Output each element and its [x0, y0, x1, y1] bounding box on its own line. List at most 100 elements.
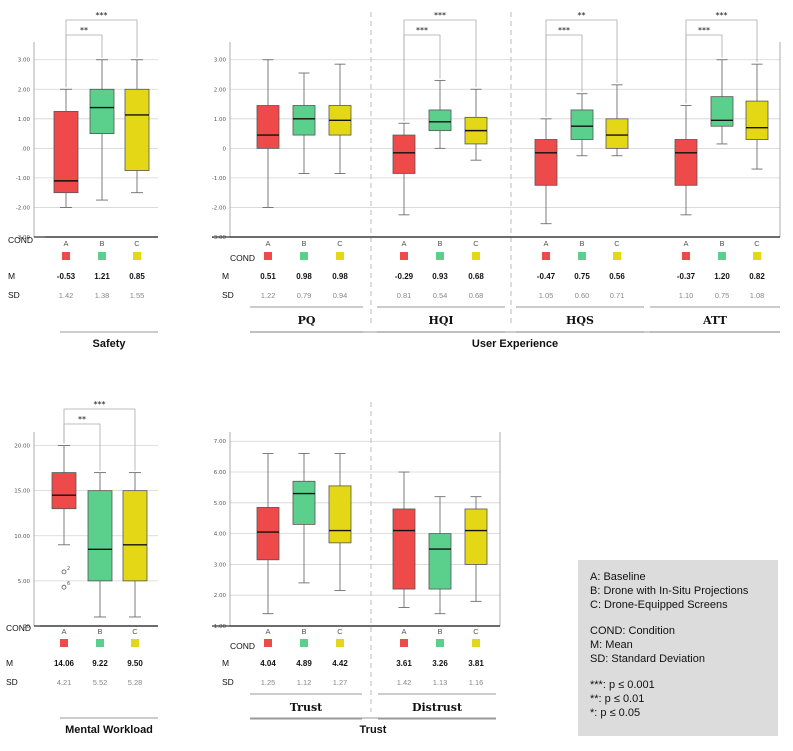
ux-cond-letter: A	[265, 239, 270, 248]
ux-cond-swatch-a	[264, 252, 272, 260]
mw-sig-label: ***	[94, 400, 106, 409]
legend-condition-a: A: Baseline	[590, 571, 646, 583]
safety-ytick-label: -3.00	[16, 235, 31, 241]
trust-cond-swatch-a	[264, 639, 272, 647]
trust-cond-swatch-c	[336, 639, 344, 647]
safety-row-label-sd: SD	[8, 290, 20, 300]
ux-sd-value: 0.94	[333, 291, 348, 300]
ux-cond-letter: B	[579, 239, 584, 248]
ux-mean-value: 0.75	[574, 272, 590, 281]
safety-box-a	[53, 111, 79, 194]
ux-sig-bracket	[545, 34, 583, 117]
ux-sig-label: ***	[716, 11, 728, 20]
trust-mean-value: 3.26	[432, 659, 448, 668]
trust-ytick-label: 6.00	[214, 470, 227, 476]
trust-mean-value: 3.81	[468, 659, 484, 668]
legend-sig-three: ***: p ≤ 0.001	[590, 679, 655, 691]
ux-cond-swatch-a	[682, 252, 690, 260]
mw-mean-value: 9.50	[127, 659, 143, 668]
safety-sig-label: ***	[96, 11, 108, 20]
safety-cond-letter: A	[63, 239, 68, 248]
ux-sig-label: ***	[434, 11, 446, 20]
ux-sig-bracket	[403, 34, 441, 122]
mw-row-label-sd: SD	[6, 677, 18, 687]
mw-ytick-label: .00	[21, 624, 30, 630]
mw-sig-bracket	[63, 423, 101, 471]
ux-subgroup-label: ATT	[702, 314, 728, 327]
trust-cond-swatch-b	[300, 639, 308, 647]
mw-mean-value: 9.22	[92, 659, 108, 668]
ux-cond-swatch-c	[753, 252, 761, 260]
mw-box-c	[122, 490, 148, 582]
ux-sig-label: **	[578, 11, 586, 20]
trust-sd-value: 1.27	[333, 678, 348, 687]
legend-sig-two: **: p ≤ 0.01	[590, 693, 645, 705]
mw-ytick-label: 10.00	[14, 534, 30, 540]
safety-cond-swatch-b	[98, 252, 106, 260]
ux-box-b	[292, 105, 316, 136]
ux-box-a	[392, 134, 416, 174]
trust-cond-letter: C	[473, 627, 479, 636]
mw-outlier-point	[61, 584, 67, 590]
trust-cond-letter: C	[337, 627, 343, 636]
ux-row-label-cond: COND	[230, 253, 255, 263]
ux-cond-letter: C	[473, 239, 479, 248]
safety-row-label-cond: COND	[8, 235, 33, 245]
ux-cond-letter: A	[543, 239, 548, 248]
mw-cond-swatch-b	[96, 639, 104, 647]
ux-mean-value: 1.20	[714, 272, 730, 281]
ux-sig-label: ***	[416, 26, 428, 35]
legend-abbrev-sd: SD: Standard Deviation	[590, 653, 705, 665]
safety-sig-label: **	[80, 26, 88, 35]
trust-cond-swatch-b	[436, 639, 444, 647]
trust-sd-value: 1.13	[433, 678, 448, 687]
ux-cond-swatch-b	[718, 252, 726, 260]
ux-cond-letter: C	[754, 239, 760, 248]
ux-cond-letter: C	[337, 239, 343, 248]
trust-box-a	[256, 507, 280, 561]
ux-row-label-m: M	[222, 271, 229, 281]
ux-ytick-label: 0	[223, 146, 227, 152]
trust-box-b	[428, 533, 452, 590]
trust-subgroup-label: Distrust	[412, 701, 463, 714]
ux-mean-value: 0.68	[468, 272, 484, 281]
mw-cond-letter: B	[97, 627, 102, 636]
mw-ytick-label: 20.00	[14, 444, 30, 450]
safety-cond-letter: C	[134, 239, 140, 248]
trust-group-title: Trust	[360, 724, 387, 736]
ux-box-a	[256, 105, 280, 149]
ux-sig-bracket	[685, 34, 723, 104]
trust-row-label-m: M	[222, 658, 229, 668]
ux-ytick-label: -2.00	[212, 205, 227, 211]
ux-cond-swatch-c	[336, 252, 344, 260]
trust-ytick-label: 3.00	[214, 562, 227, 568]
trust-cond-letter: A	[265, 627, 270, 636]
ux-mean-value: -0.47	[537, 272, 556, 281]
ux-sd-value: 0.71	[610, 291, 625, 300]
ux-cond-swatch-a	[400, 252, 408, 260]
trust-cond-swatch-a	[400, 639, 408, 647]
safety-ytick-label: 2.00	[18, 87, 31, 93]
ux-sd-value: 0.75	[715, 291, 730, 300]
safety-mean-value: 0.85	[129, 272, 145, 281]
safety-ytick-label: .00	[21, 146, 30, 152]
legend-box: A: Baseline B: Drone with In-Situ Projec…	[578, 560, 778, 736]
ux-cond-swatch-c	[613, 252, 621, 260]
trust-mean-value: 4.42	[332, 659, 348, 668]
mw-group-title: Mental Workload	[65, 724, 153, 736]
ux-mean-value: -0.37	[677, 272, 696, 281]
mw-cond-swatch-c	[131, 639, 139, 647]
ux-sd-value: 1.05	[539, 291, 554, 300]
ux-cond-letter: B	[301, 239, 306, 248]
trust-row-label-sd: SD	[222, 677, 234, 687]
ux-cond-letter: A	[683, 239, 688, 248]
safety-sig-bracket	[65, 34, 103, 88]
ux-sig-label: ***	[698, 26, 710, 35]
ux-cond-swatch-b	[578, 252, 586, 260]
legend-abbrev-m: M: Mean	[590, 639, 633, 651]
ux-box-a	[534, 139, 558, 186]
trust-sd-value: 1.12	[297, 678, 312, 687]
safety-ytick-label: -2.00	[16, 205, 31, 211]
ux-box-a	[674, 139, 698, 186]
